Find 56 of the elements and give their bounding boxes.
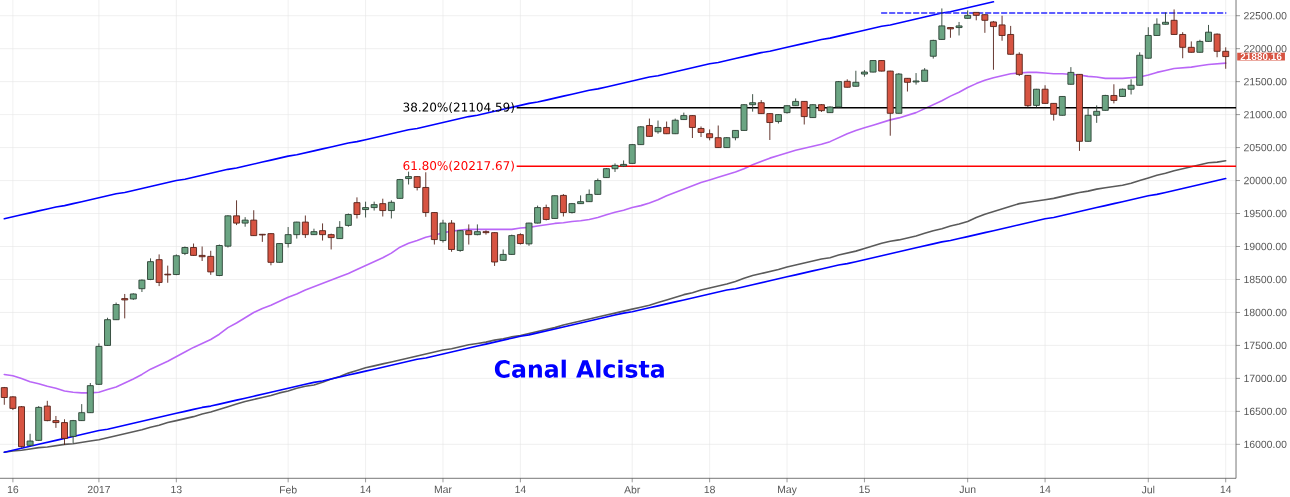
candlestick [654, 120, 662, 135]
y-tick-label: 21500.00 [1244, 77, 1287, 86]
candlestick [697, 126, 705, 138]
y-tick-label: 22000.00 [1244, 44, 1287, 53]
x-tick-label: 16 [7, 485, 19, 494]
y-tick-label: 21000.00 [1244, 110, 1287, 119]
annotation: Canal Alcista [494, 359, 664, 378]
y-tick-label: 20000.00 [1244, 176, 1287, 185]
y-tick-label: 18000.00 [1244, 308, 1287, 317]
candlestick [301, 215, 309, 239]
candlestick [233, 199, 240, 226]
candlestick [800, 100, 808, 125]
candlestick [955, 21, 963, 36]
candlestick [439, 219, 447, 243]
ref-line-label: 38.20%(21104.59) [403, 102, 514, 114]
y-tick-label: 16500.00 [1244, 407, 1287, 416]
candlestick [551, 194, 559, 220]
candlestick [241, 216, 249, 228]
x-tick-label: 13 [171, 485, 182, 494]
x-tick-label: 14 [360, 485, 372, 493]
x-tick-label: May [778, 485, 797, 496]
candlestick [645, 118, 653, 138]
candlestick [1015, 51, 1023, 77]
y-tick-label: 19000.00 [1244, 242, 1287, 251]
y-tick-label: 20500.00 [1244, 143, 1287, 152]
text: 21880.16 [1240, 53, 1282, 61]
x-tick-label: Abr [624, 485, 641, 494]
x-tick-label: 14 [1220, 485, 1232, 493]
candlestick [250, 209, 258, 237]
candlestick [1058, 95, 1066, 117]
y-tick-label: 18500.00 [1244, 275, 1287, 284]
x-tick-label: Mar [434, 485, 452, 494]
x-tick-label: 15 [859, 485, 870, 494]
y-tick-label: 22500.00 [1244, 12, 1287, 20]
x-tick-label: 18 [704, 485, 715, 494]
candlestick [714, 125, 722, 149]
candlestick [688, 114, 696, 139]
x-tick-label: 14 [515, 485, 526, 493]
y-tick-label: 17000.00 [1244, 374, 1287, 383]
x-tick-label: Feb [280, 485, 297, 494]
candlestick [938, 7, 946, 41]
candlestick [1110, 83, 1118, 104]
candlestick [456, 229, 464, 253]
x-tick-label: Jul [1141, 485, 1155, 494]
candlestick [559, 193, 567, 217]
y-tick-label: 17500.00 [1244, 341, 1287, 350]
x-tick-label: 14 [1040, 485, 1051, 493]
candlestick [353, 196, 361, 219]
candlestick [121, 293, 129, 319]
x-tick-label: Jun [959, 485, 976, 494]
x-tick-label: 2017 [87, 485, 110, 494]
ref-line-label: 61.80%(20217.67) [403, 160, 514, 172]
candlestick [387, 199, 395, 219]
y-tick-label: 19500.00 [1244, 209, 1287, 218]
y-tick-label: 16000.00 [1244, 440, 1287, 449]
candlestick [465, 223, 473, 245]
